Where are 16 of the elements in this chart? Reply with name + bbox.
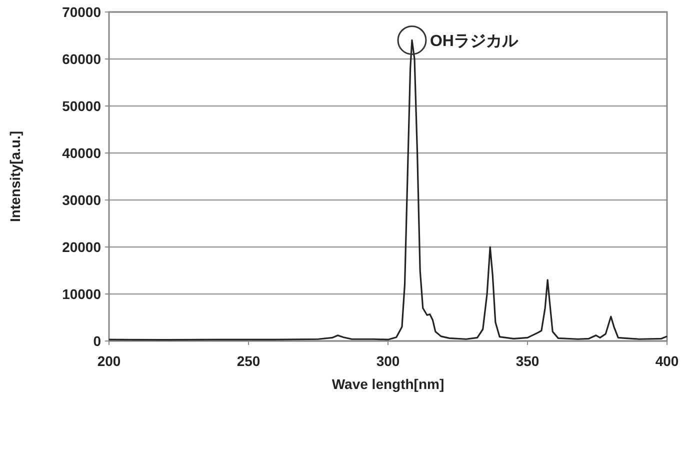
annotation: OHラジカル [430,33,519,50]
x-axis-title: Wave length[nm] [332,376,444,392]
x-tick-label: 250 [236,353,260,369]
y-tick-label: 50000 [62,98,102,114]
x-tick-label: 400 [655,353,679,369]
y-tick-label: 60000 [62,51,102,67]
y-tick-label: 10000 [62,286,102,302]
y-axis-title: Intensity[a.u.] [7,130,23,222]
x-tick-label: 200 [97,353,121,369]
y-tick-label: 70000 [62,4,102,20]
y-tick-label: 0 [93,333,102,349]
y-tick-label: 20000 [62,239,102,255]
y-tick-label: 40000 [62,145,102,161]
x-tick-label: 350 [516,353,540,369]
x-tick-label: 300 [376,353,400,369]
y-tick-label: 30000 [62,192,102,208]
